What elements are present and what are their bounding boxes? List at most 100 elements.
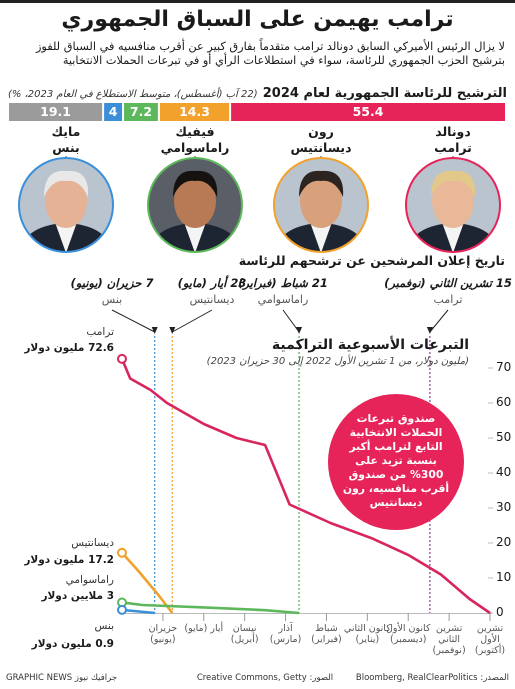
announcement-date: 21 شباط (فبراير) (238, 276, 328, 290)
poll-segment (9, 103, 103, 121)
series-value-label: 3 ملايين دولار (41, 589, 114, 602)
footer-photos: الصور: Creative Commons, Getty (196, 673, 334, 683)
subtitle: لا يزال الرئيس الأميركي السابق دونالد تر… (35, 40, 505, 68)
chart-subtitle: (مليون دولار، من 1 تشرين الأول 2022 إلى … (206, 356, 469, 367)
poll-value-label: 14.3 (179, 104, 210, 119)
x-tick-label: نيسان (أبريل) (230, 623, 259, 645)
photo-ring (18, 157, 114, 253)
poll-heading: الترشيح للرئاسة الجمهورية لعام 2024 (22 … (7, 82, 507, 102)
shirt (443, 225, 463, 252)
poll-value-label: 19.1 (40, 104, 71, 119)
candidate-last-name: ترامب (434, 140, 472, 155)
series-value-label: 17.2 مليون دولار (24, 553, 114, 566)
poll-subtitle: (22 آب (أغسطس)، متوسط الاستطلاع في العام… (7, 89, 258, 100)
y-tick-label: 30 (496, 500, 512, 514)
candidate-photo (405, 157, 501, 253)
end-marker (117, 604, 127, 615)
top-rule (0, 0, 515, 3)
photo-ring (405, 157, 501, 253)
hair (173, 170, 218, 197)
shirt (311, 225, 331, 252)
series-line (121, 551, 174, 614)
candidate-last-name: ديسانتيس (290, 140, 352, 155)
y-tick-label: 20 (496, 535, 512, 549)
face (300, 174, 342, 228)
chart-title: التبرعات الأسبوعية التراكمية (271, 337, 469, 353)
series-line (121, 601, 300, 615)
y-tick-label: 70 (496, 360, 512, 374)
announcement-name: بنس (101, 293, 123, 306)
series-value-label: 72.6 مليون دولار (24, 341, 114, 354)
announcement-pointer (429, 309, 449, 333)
y-tick-label: 0 (496, 605, 504, 619)
photo-ring (147, 157, 243, 253)
face (432, 174, 474, 228)
shirt (56, 225, 76, 252)
y-tick-label: 40 (496, 465, 512, 479)
candidate-photo (18, 157, 114, 253)
pointer-arrow (296, 327, 303, 334)
series-name-label: بنس (94, 619, 114, 632)
x-tick-label: حزيران (يونيو) (148, 623, 178, 645)
series-name-label: ديسانتيس (71, 536, 114, 549)
announcement-date: 23 أيار (مايو) (177, 276, 247, 290)
y-tick-label: 50 (496, 430, 512, 444)
candidate-first-name: فيفيك (175, 124, 215, 139)
candidate-last-name: بنس (52, 140, 80, 155)
poll-segment (104, 103, 123, 121)
y-tick-label: 60 (496, 395, 512, 409)
series-name-label: ترامب (86, 325, 114, 338)
face (45, 174, 87, 228)
announcement-name: ديسانتيس (189, 293, 235, 306)
hair (299, 170, 344, 197)
candidate-last-name: راماسوامي (160, 140, 230, 155)
poll-value-label: 55.4 (352, 104, 384, 119)
callout-text: صندوق تبرعات الحملات الانتخابية التابع ل… (342, 412, 450, 510)
pointer-arrow (169, 327, 176, 334)
announcement-pointer (111, 309, 155, 333)
pointer-arrow (426, 327, 433, 334)
announcement-date: 7 حزيران (يونيو) (70, 276, 154, 290)
y-tick-label: 10 (496, 570, 512, 584)
x-tick-label: تشرين الأول (أكتوبر) (474, 623, 506, 656)
candidate-photo (147, 157, 243, 253)
announcement-pointer (282, 309, 300, 333)
callout-circle (328, 394, 464, 530)
x-tick-label: كانون الأول (ديسمبر) (385, 623, 431, 645)
timeline-title: تاريخ إعلان المرشحين عن ترشحهم للرئاسة (238, 253, 505, 268)
poll-segment (124, 103, 158, 121)
shirt (185, 225, 205, 252)
announcement-pointer (172, 309, 213, 333)
poll-segment (159, 103, 230, 121)
end-marker (117, 353, 127, 364)
x-tick-label: كانون الثاني (يناير) (343, 623, 391, 645)
series-name-label: راماسوامي (65, 573, 114, 586)
pointer-arrow (151, 327, 158, 334)
hair (44, 170, 89, 197)
candidate-photo (273, 157, 369, 253)
footer-credit: جرافيك نيوز GRAPHIC NEWS (6, 673, 118, 683)
announcement-name: راماسوامي (257, 293, 309, 306)
poll-segment (231, 103, 505, 121)
photo-ring (273, 157, 369, 253)
end-marker (117, 547, 127, 558)
series-line (120, 358, 491, 615)
footer-source: المصدر: Bloomberg, RealClearPolitics (355, 673, 509, 683)
series-value-label: 0.9 مليون دولار (31, 637, 114, 650)
announcement-name: ترامب (433, 293, 463, 306)
x-tick-label: أيار (مايو) (184, 623, 224, 634)
series-line (121, 608, 155, 615)
x-tick-label: تشرين الثاني (نوفمبر) (432, 623, 466, 656)
face (174, 174, 216, 228)
poll-title: الترشيح للرئاسة الجمهورية لعام 2024 (262, 86, 507, 101)
hair (431, 170, 476, 197)
title: ترامب يهيمن على السباق الجمهوري (61, 7, 454, 32)
announcement-date: 15 تشرين الثاني (نوفمبر) (384, 276, 512, 290)
candidate-first-name: دونالد (435, 124, 471, 139)
candidate-first-name: رون (308, 124, 334, 139)
poll-value-label: 7.2 (129, 104, 153, 119)
x-tick-label: شباط (فبراير) (311, 623, 342, 645)
candidate-first-name: مايك (51, 124, 81, 139)
